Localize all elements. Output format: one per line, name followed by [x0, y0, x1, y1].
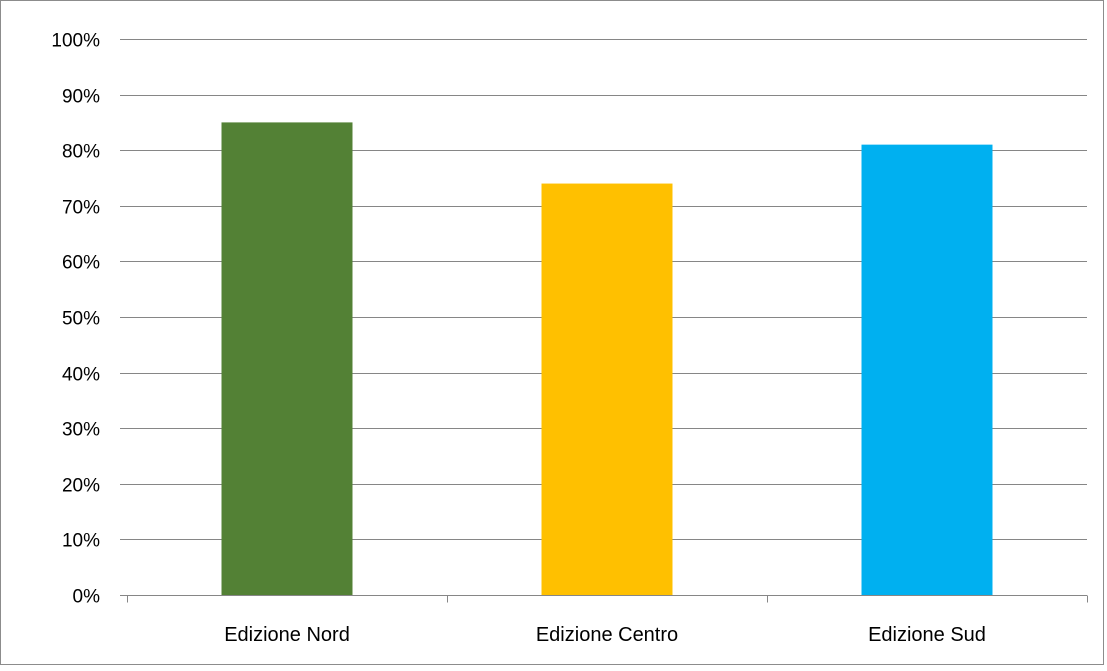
x-tick-label: Edizione Nord: [224, 624, 350, 646]
bar-edizione-centro: [541, 183, 673, 595]
x-axis-tick-labels: Edizione Nord Edizione Centro Edizione Sud: [224, 624, 986, 646]
x-tick-label: Edizione Centro: [536, 624, 678, 646]
y-tick-label: 60%: [62, 253, 100, 274]
x-tick-label: Edizione Sud: [868, 624, 986, 646]
y-tick-label: 40%: [62, 365, 100, 386]
y-tick-label: 100%: [51, 31, 100, 52]
y-axis-tick-labels: 0% 10% 20% 30% 40% 50% 60% 70% 80% 90% 100%: [51, 31, 100, 608]
y-tick-label: 70%: [62, 198, 100, 219]
bar-edizione-sud: [861, 144, 993, 595]
y-tick-label: 80%: [62, 142, 100, 163]
y-tick-label: 90%: [62, 87, 100, 108]
x-axis: [120, 595, 1088, 603]
y-tick-label: 50%: [62, 309, 100, 330]
y-tick-label: 20%: [62, 476, 100, 497]
y-tick-label: 30%: [62, 420, 100, 441]
bars: [221, 122, 993, 596]
y-tick-label: 10%: [62, 531, 100, 552]
y-tick-label: 0%: [73, 587, 101, 608]
bar-edizione-nord: [221, 122, 353, 596]
